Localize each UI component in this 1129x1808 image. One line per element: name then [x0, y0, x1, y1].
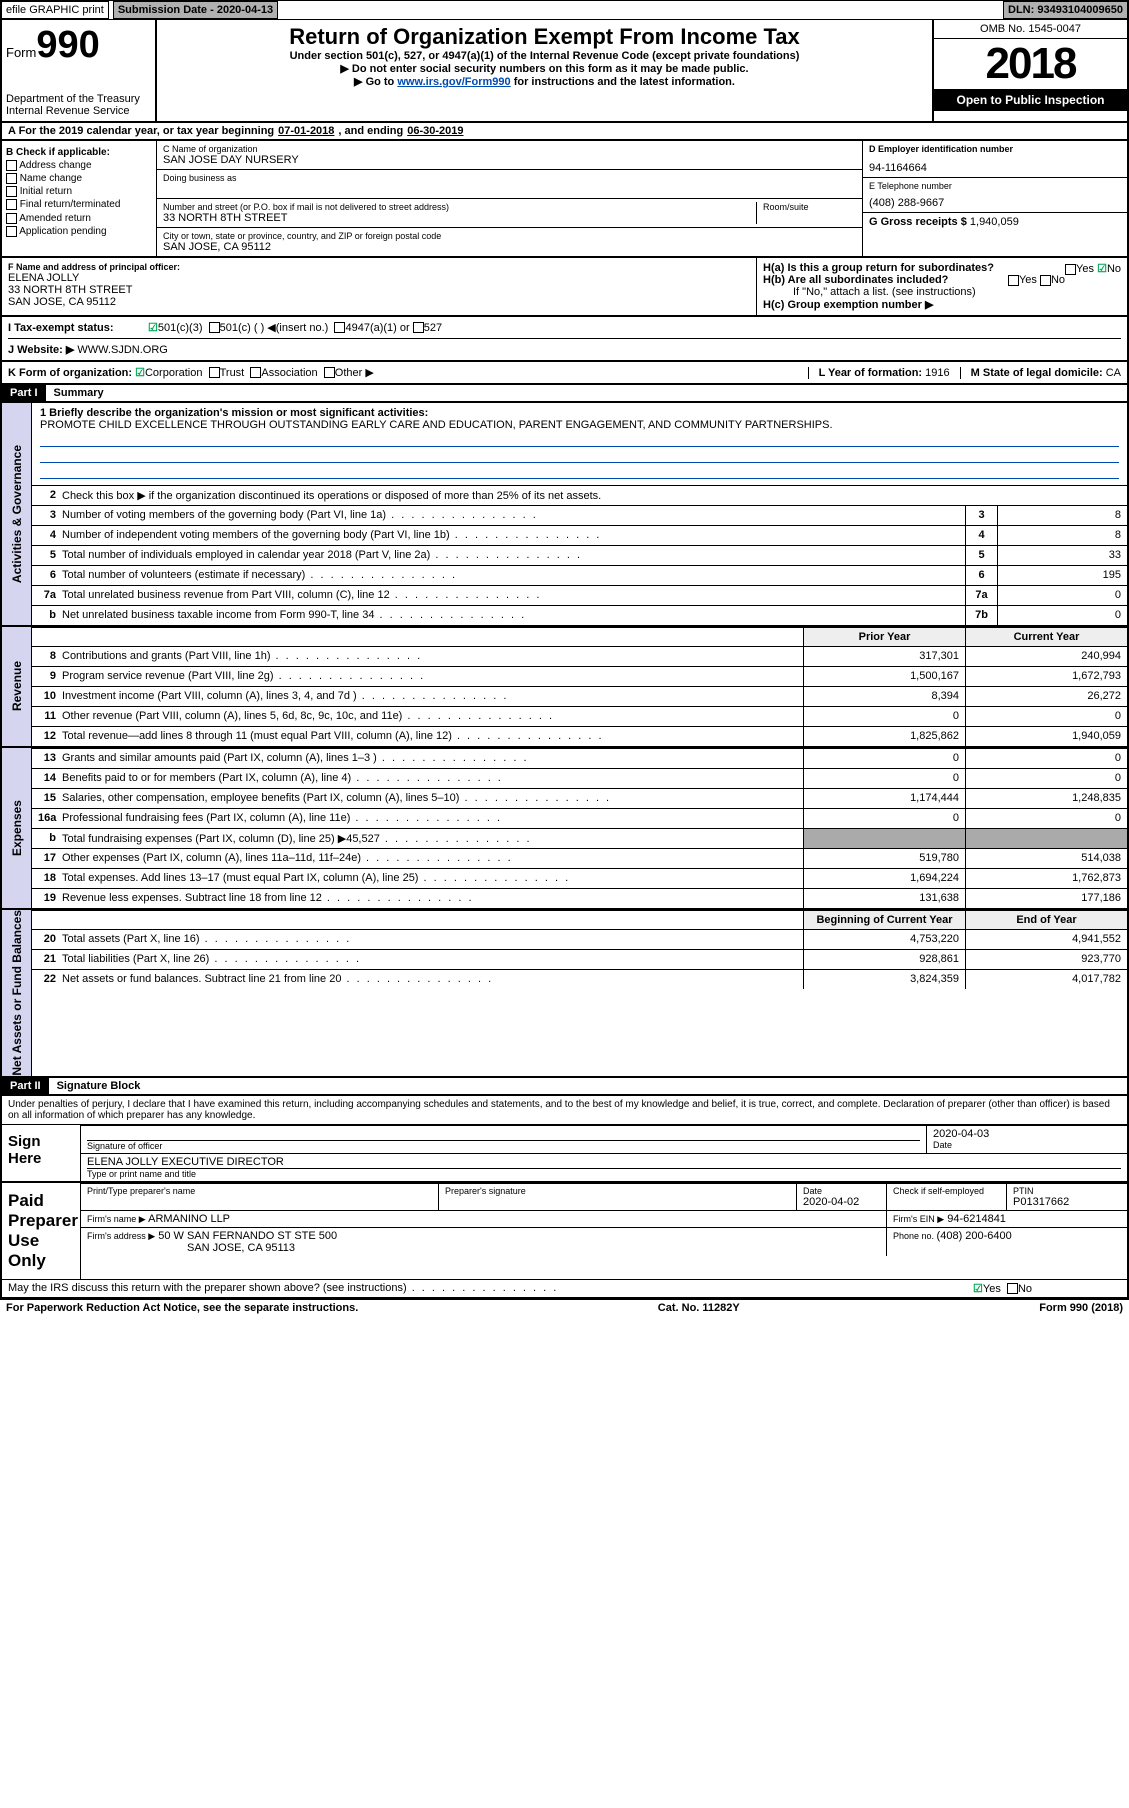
- box-b-title: B Check if applicable:: [6, 147, 152, 158]
- org-name: SAN JOSE DAY NURSERY: [163, 154, 856, 166]
- irs-link[interactable]: www.irs.gov/Form990: [397, 76, 510, 88]
- year-formation: 1916: [925, 367, 949, 379]
- signature-block: Under penalties of perjury, I declare th…: [0, 1096, 1129, 1299]
- vtab-revenue: Revenue: [10, 661, 24, 711]
- website: WWW.SJDN.ORG: [77, 344, 167, 356]
- org-address: 33 NORTH 8TH STREET: [163, 212, 756, 224]
- part1-header: Part I Summary: [0, 385, 1129, 403]
- check-amended[interactable]: [6, 213, 17, 224]
- form-title: Return of Organization Exempt From Incom…: [161, 24, 928, 50]
- phone: (408) 288-9667: [869, 197, 1121, 209]
- ha-yes[interactable]: [1065, 264, 1076, 275]
- vtab-expenses: Expenses: [10, 800, 24, 856]
- mission-text: PROMOTE CHILD EXCELLENCE THROUGH OUTSTAN…: [40, 419, 1119, 431]
- dln: DLN: 93493104009650: [1003, 1, 1128, 19]
- entity-block: B Check if applicable: Address change Na…: [0, 141, 1129, 258]
- top-bar: efile GRAPHIC print Submission Date - 20…: [0, 0, 1129, 20]
- submission-date: Submission Date - 2020-04-13: [113, 1, 278, 19]
- check-name[interactable]: [6, 173, 17, 184]
- hb-yes[interactable]: [1008, 275, 1019, 286]
- form-word: Form: [6, 45, 36, 60]
- dept-treasury: Department of the Treasury: [6, 93, 151, 105]
- paid-preparer-label: Paid Preparer Use Only: [2, 1183, 80, 1279]
- firm-name: ARMANINO LLP: [148, 1213, 230, 1225]
- formation-row: K Form of organization: ☑ Corporation Tr…: [0, 362, 1129, 385]
- part2-header: Part II Signature Block: [0, 1078, 1129, 1096]
- check-pending[interactable]: [6, 226, 17, 237]
- form-number: 990: [36, 24, 99, 66]
- vtab-governance: Activities & Governance: [10, 445, 24, 583]
- efile-label[interactable]: efile GRAPHIC print: [1, 1, 109, 19]
- check-initial[interactable]: [6, 186, 17, 197]
- subtitle-2: Do not enter social security numbers on …: [352, 63, 749, 75]
- governance-section: Activities & Governance 1 Briefly descri…: [0, 403, 1129, 627]
- gross-receipts: 1,940,059: [970, 216, 1019, 228]
- org-city: SAN JOSE, CA 95112: [163, 241, 856, 253]
- sign-here-label: Sign Here: [2, 1125, 80, 1181]
- footer: For Paperwork Reduction Act Notice, see …: [0, 1299, 1129, 1316]
- officer-name: ELENA JOLLY: [8, 272, 750, 284]
- form-header: Form990 Department of the Treasury Inter…: [0, 20, 1129, 123]
- check-final[interactable]: [6, 199, 17, 210]
- subtitle-1: Under section 501(c), 527, or 4947(a)(1)…: [161, 50, 928, 62]
- revenue-section: Revenue Prior YearCurrent Year 8Contribu…: [0, 627, 1129, 748]
- open-public: Open to Public Inspection: [934, 89, 1127, 111]
- netassets-section: Net Assets or Fund Balances Beginning of…: [0, 910, 1129, 1078]
- vtab-netassets: Net Assets or Fund Balances: [10, 910, 24, 1076]
- irs-label: Internal Revenue Service: [6, 105, 151, 117]
- tax-year: 2018: [934, 39, 1127, 89]
- check-address[interactable]: [6, 160, 17, 171]
- omb-number: OMB No. 1545-0047: [934, 20, 1127, 39]
- ein: 94-1164664: [869, 162, 1121, 174]
- expenses-section: Expenses 13Grants and similar amounts pa…: [0, 748, 1129, 910]
- officer-typed: ELENA JOLLY EXECUTIVE DIRECTOR: [87, 1156, 1121, 1169]
- domicile: CA: [1106, 367, 1121, 379]
- officer-group-row: F Name and address of principal officer:…: [0, 258, 1129, 317]
- status-row: I Tax-exempt status: ☑ 501(c)(3) 501(c) …: [0, 317, 1129, 362]
- period-bar: A For the 2019 calendar year, or tax yea…: [0, 123, 1129, 141]
- hb-no[interactable]: [1040, 275, 1051, 286]
